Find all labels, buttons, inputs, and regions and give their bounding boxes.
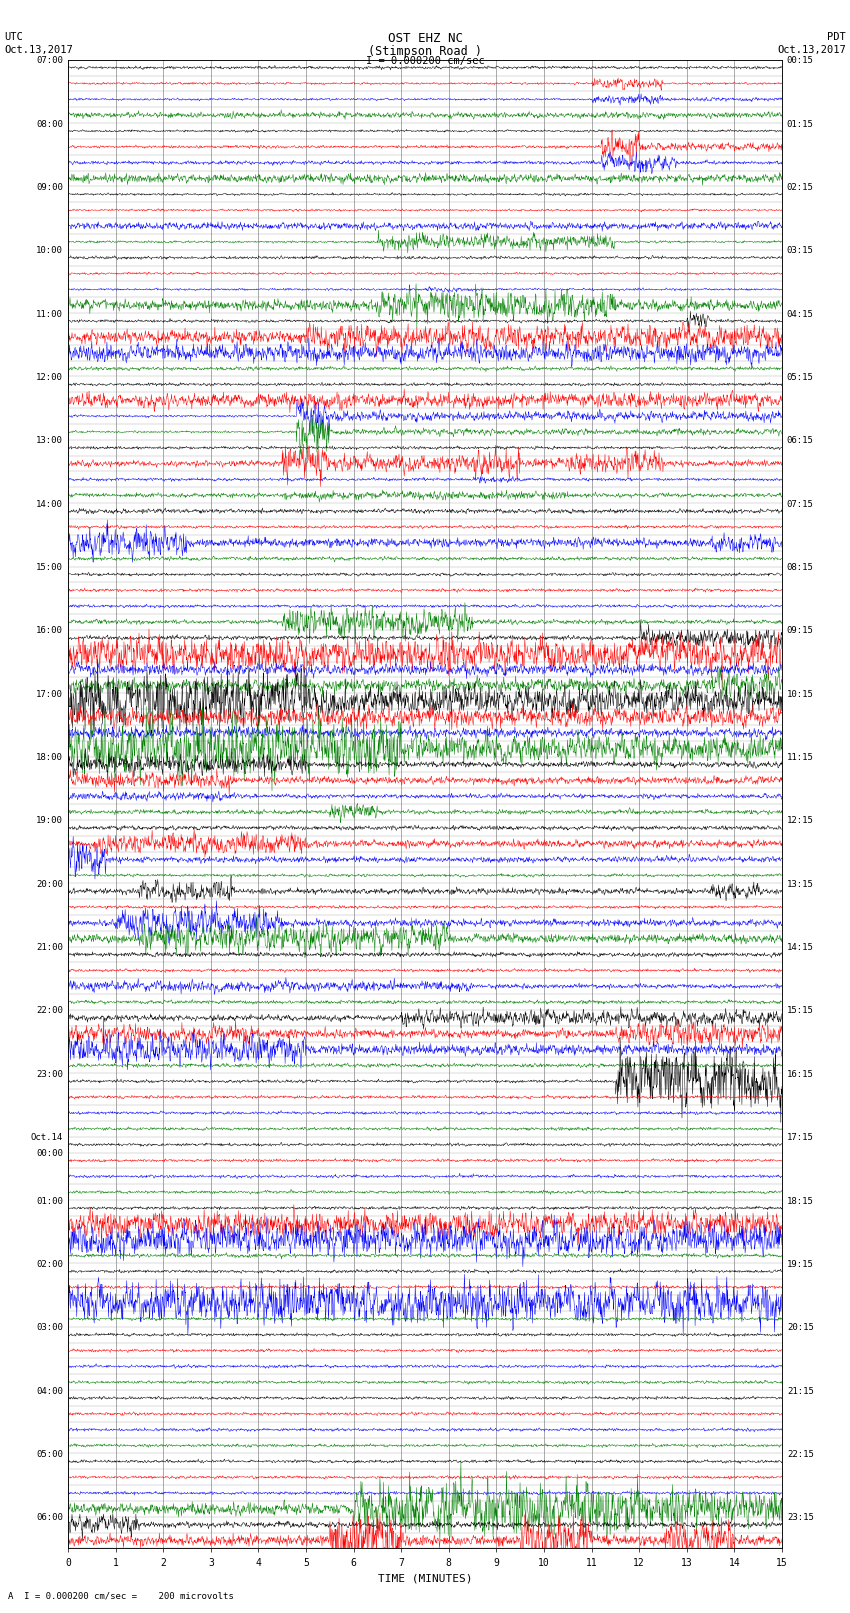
Text: A  I = 0.000200 cm/sec =    200 microvolts: A I = 0.000200 cm/sec = 200 microvolts bbox=[8, 1590, 235, 1600]
X-axis label: TIME (MINUTES): TIME (MINUTES) bbox=[377, 1573, 473, 1582]
Text: UTC: UTC bbox=[4, 32, 23, 42]
Text: (Stimpson Road ): (Stimpson Road ) bbox=[368, 45, 482, 58]
Text: Oct.13,2017: Oct.13,2017 bbox=[777, 45, 846, 55]
Text: I = 0.000200 cm/sec: I = 0.000200 cm/sec bbox=[366, 56, 484, 66]
Text: OST EHZ NC: OST EHZ NC bbox=[388, 32, 462, 45]
Text: PDT: PDT bbox=[827, 32, 846, 42]
Text: Oct.13,2017: Oct.13,2017 bbox=[4, 45, 73, 55]
